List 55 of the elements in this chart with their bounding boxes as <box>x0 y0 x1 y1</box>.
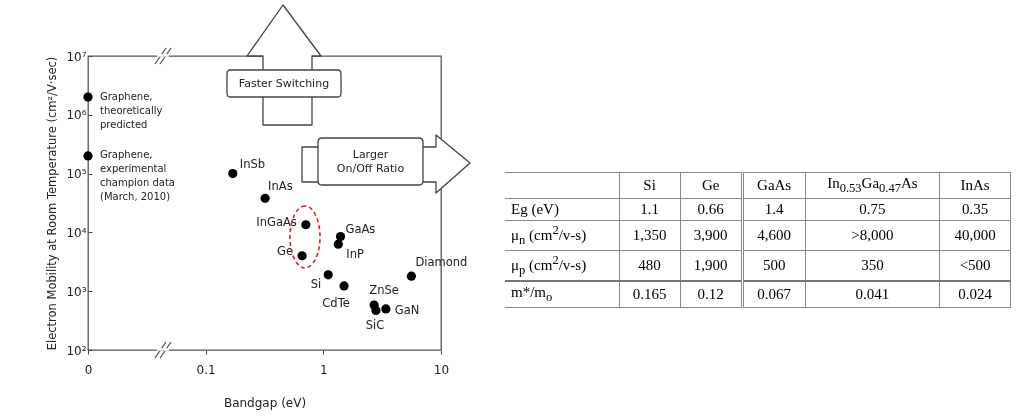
category-label: Si <box>619 172 681 199</box>
series-label: ZnSe <box>369 283 399 298</box>
text: 350 <box>861 257 884 273</box>
text: 500 <box>762 257 786 273</box>
category-label: μ$_{p}$ (cm$^{2}$/v-s) <box>511 253 587 277</box>
annotation: Faster Switching <box>237 76 331 91</box>
y-tick-label: 10⁷ <box>66 49 87 64</box>
text: 1,350 <box>632 227 667 243</box>
y-tick-label: 10⁶ <box>66 108 87 123</box>
text: 1.1 <box>640 201 659 217</box>
y-tick-label: 10⁴ <box>66 225 87 240</box>
series-label: InGaAs <box>256 214 297 229</box>
category-label: Ge <box>680 172 743 199</box>
x-tick-label: 1 <box>320 362 328 377</box>
y-tick-label: 10⁵ <box>66 167 87 182</box>
x-tick-label: 0.1 <box>196 362 216 377</box>
text: 0.75 <box>859 201 886 217</box>
category-label: In$_{0.53}$Ga$_{0.47}$As <box>805 172 940 199</box>
annotation: Larger On/Off Ratio <box>335 147 406 176</box>
category-label: μ$_{n}$ (cm$^{2}$/v-s) <box>511 223 587 247</box>
category-label: Eg (eV) <box>511 201 559 217</box>
text: 0.12 <box>697 286 724 302</box>
series-label: Graphene, theoretically predicted <box>100 91 163 131</box>
text: 40,000 <box>954 227 996 243</box>
text: <500 <box>959 257 991 273</box>
x-tick-label: 10 <box>433 362 450 377</box>
series-label: GaAs <box>345 221 376 236</box>
x-tick-label: 0 <box>84 362 93 377</box>
text: 0.024 <box>958 286 992 302</box>
text: 480 <box>638 257 661 273</box>
text: 0.35 <box>962 201 989 217</box>
series-label: Graphene, experimental champion data (March, 2010) <box>100 148 175 202</box>
series-label: InAs <box>268 179 293 194</box>
text: 3,900 <box>693 227 728 243</box>
category-label: InAs <box>939 172 1011 199</box>
text: 0.66 <box>697 201 724 217</box>
x-axis-title: Bandgap (eV) <box>223 395 307 410</box>
series-label: InSb <box>239 156 266 171</box>
series-label: Si <box>310 276 322 291</box>
category-label: m*/m$_{o}$ <box>511 284 553 304</box>
category-label: GaAs <box>742 172 806 199</box>
text: 1,900 <box>693 257 728 273</box>
y-tick-label: 10³ <box>66 284 87 299</box>
series-label: GaN <box>394 302 420 317</box>
text: >8,000 <box>851 227 894 243</box>
y-axis-title: Electron Mobility at Room Temperature (cm²/V·sec) <box>45 56 60 351</box>
text: 1.4 <box>764 201 784 217</box>
text: 0.041 <box>855 286 890 302</box>
text: 0.165 <box>632 286 667 302</box>
text: 0.067 <box>757 286 792 302</box>
series-label: CdTe <box>322 295 350 310</box>
text: 4,600 <box>757 227 792 243</box>
y-tick-label: 10² <box>66 343 87 358</box>
series-label: InP <box>346 247 364 262</box>
series-label: SiC <box>365 318 385 333</box>
